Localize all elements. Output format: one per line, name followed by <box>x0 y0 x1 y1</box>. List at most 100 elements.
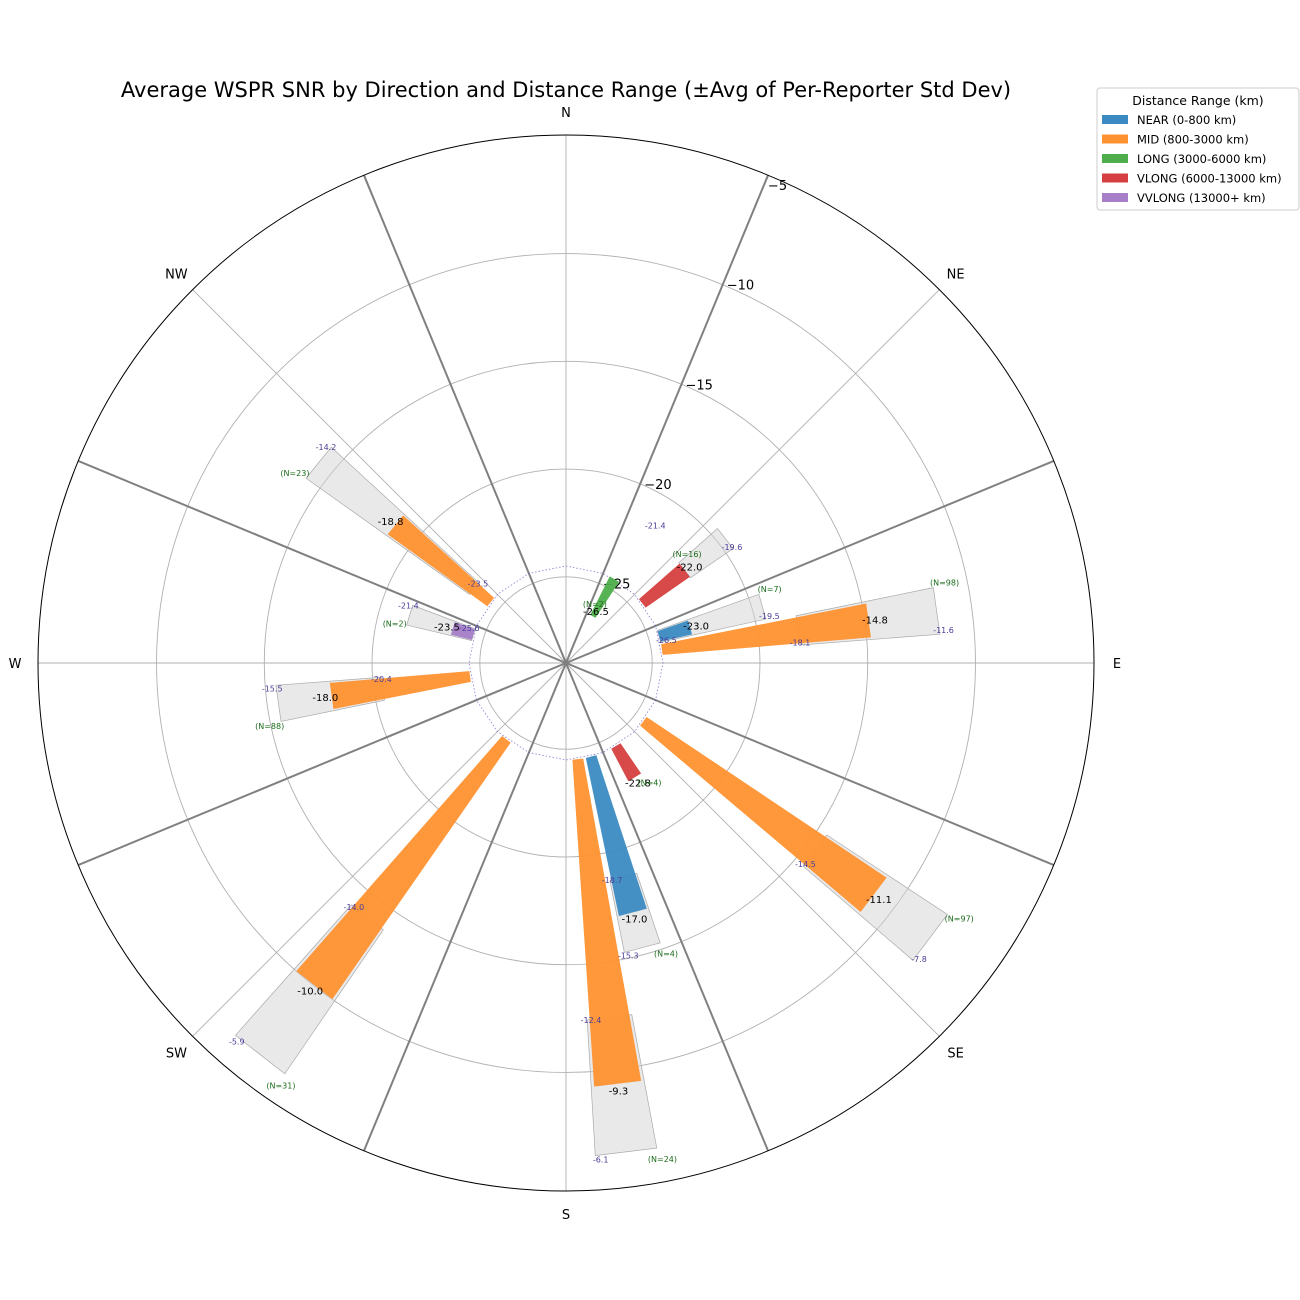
sample-count-label: (N=4) <box>638 778 662 787</box>
snr-bar <box>638 563 690 608</box>
snr-bar <box>611 743 642 782</box>
sample-count-label: (N=23) <box>280 469 309 478</box>
std-high-label: -5.9 <box>229 1038 245 1047</box>
legend-label: MID (800-3000 km) <box>1137 133 1249 147</box>
sample-count-label: (N=2) <box>583 600 607 609</box>
std-low-label: -23.5 <box>468 580 489 589</box>
bar-value-label: -22.8 <box>625 779 651 790</box>
direction-label: E <box>1113 657 1121 672</box>
legend-label: VVLONG (13000+ km) <box>1137 191 1266 205</box>
std-low-label: -25.6 <box>459 624 480 633</box>
direction-label: NE <box>947 267 965 282</box>
snr-bar <box>572 758 642 1087</box>
chart-title: Average WSPR SNR by Direction and Distan… <box>121 78 1011 102</box>
bar-value-label: -17.0 <box>622 915 648 926</box>
radial-tick-label: −20 <box>644 478 671 493</box>
direction-label: SW <box>166 1047 187 1062</box>
std-high-label: -7.8 <box>911 955 927 964</box>
sample-count-label: (N=88) <box>255 722 284 731</box>
legend-swatch <box>1102 193 1128 202</box>
legend-frame <box>1096 87 1300 211</box>
snr-bar <box>585 755 647 917</box>
direction-label: W <box>9 657 22 672</box>
bar-value-label: -11.1 <box>866 895 892 906</box>
snr-bar <box>296 735 511 1000</box>
std-low-label: -12.4 <box>581 1016 602 1025</box>
snr-bar <box>450 622 475 640</box>
std-high-label: -15.5 <box>262 685 283 694</box>
snr-bar <box>329 671 471 710</box>
std-low-label: -18.1 <box>790 639 811 648</box>
angular-gridline <box>192 662 567 1037</box>
sector-boundary <box>565 174 769 664</box>
bar-value-label: -9.3 <box>609 1086 629 1097</box>
std-high-label: -6.1 <box>593 1155 609 1164</box>
sector-boundary <box>565 662 1055 866</box>
radial-tick-label: −10 <box>727 279 754 294</box>
std-low-label: -18.7 <box>602 876 623 885</box>
snr-bar <box>387 515 495 607</box>
sector-boundary <box>363 662 567 1152</box>
std-low-label: -20.4 <box>371 675 392 684</box>
sector-boundary <box>565 662 769 1152</box>
snr-bars <box>296 515 887 1087</box>
bar-value-label: -18.0 <box>312 693 338 704</box>
legend-swatch <box>1102 115 1128 124</box>
sector-boundary <box>77 662 567 866</box>
bar-value-label: -23.5 <box>434 623 460 634</box>
sample-count-label: (N=31) <box>266 1082 295 1091</box>
std-high-label: -14.2 <box>316 443 337 452</box>
sample-count-label: (N=7) <box>758 585 782 594</box>
polar-frame <box>37 134 1095 1192</box>
snr-bar <box>661 603 871 655</box>
radial-tick-label: −5 <box>768 179 787 194</box>
bar-value-label: -22.0 <box>677 562 703 573</box>
sample-count-label: (N=2) <box>383 619 407 628</box>
std-low-label: -21.4 <box>645 522 666 531</box>
sector-boundary <box>363 174 567 664</box>
direction-label: N <box>561 106 571 121</box>
legend-title: Distance Range (km) <box>1132 93 1263 108</box>
direction-label: NW <box>165 267 188 282</box>
bar-labels: -26.5 -21.4 (N=2) -22.0 -19.6 (N=16) -23.0 -26.… <box>229 443 974 1164</box>
bar-value-label: -18.8 <box>378 517 404 528</box>
std-low-label: -19.6 <box>722 543 743 552</box>
bar-value-label: -26.5 <box>583 607 609 618</box>
std-dev-band <box>678 527 734 579</box>
sample-count-label: (N=98) <box>930 579 959 588</box>
sample-count-label: (N=16) <box>672 550 701 559</box>
legend-label: LONG (3000-6000 km) <box>1137 152 1266 166</box>
sector-boundary <box>77 460 567 664</box>
bar-value-label: -14.8 <box>862 616 888 627</box>
std-high-label: -21.4 <box>398 602 419 611</box>
bar-value-label: -23.0 <box>683 622 709 633</box>
sector-boundary <box>565 460 1055 664</box>
std-low-label: -26.5 <box>656 636 677 645</box>
reference-polygon <box>468 565 664 761</box>
snr-bar <box>590 576 620 618</box>
direction-label: SE <box>947 1047 963 1062</box>
legend: Distance Range (km) NEAR (0-800 km) MID (… <box>1096 87 1300 211</box>
std-high-label: -11.6 <box>933 626 954 635</box>
std-high-label: -19.5 <box>759 612 780 621</box>
bar-value-label: -10.0 <box>297 986 323 997</box>
std-low-label: -14.0 <box>344 903 365 912</box>
sample-count-label: (N=4) <box>654 950 678 959</box>
snr-bar <box>657 620 693 642</box>
legend-label: VLONG (6000-13000 km) <box>1137 172 1282 186</box>
sample-count-label: (N=24) <box>648 1155 677 1164</box>
angular-gridline <box>565 662 940 1037</box>
angular-gridline <box>192 289 567 664</box>
legend-swatch <box>1102 154 1128 163</box>
legend-swatch <box>1102 134 1128 144</box>
snr-bar <box>640 716 887 912</box>
std-low-label: -14.5 <box>795 860 816 869</box>
angular-gridline <box>565 289 940 664</box>
radial-tick-label: −15 <box>685 378 712 393</box>
sample-count-label: (N=97) <box>945 914 974 923</box>
legend-label: NEAR (0-800 km) <box>1137 113 1236 127</box>
std-dev-bands <box>234 446 948 1157</box>
direction-label: S <box>562 1208 570 1223</box>
